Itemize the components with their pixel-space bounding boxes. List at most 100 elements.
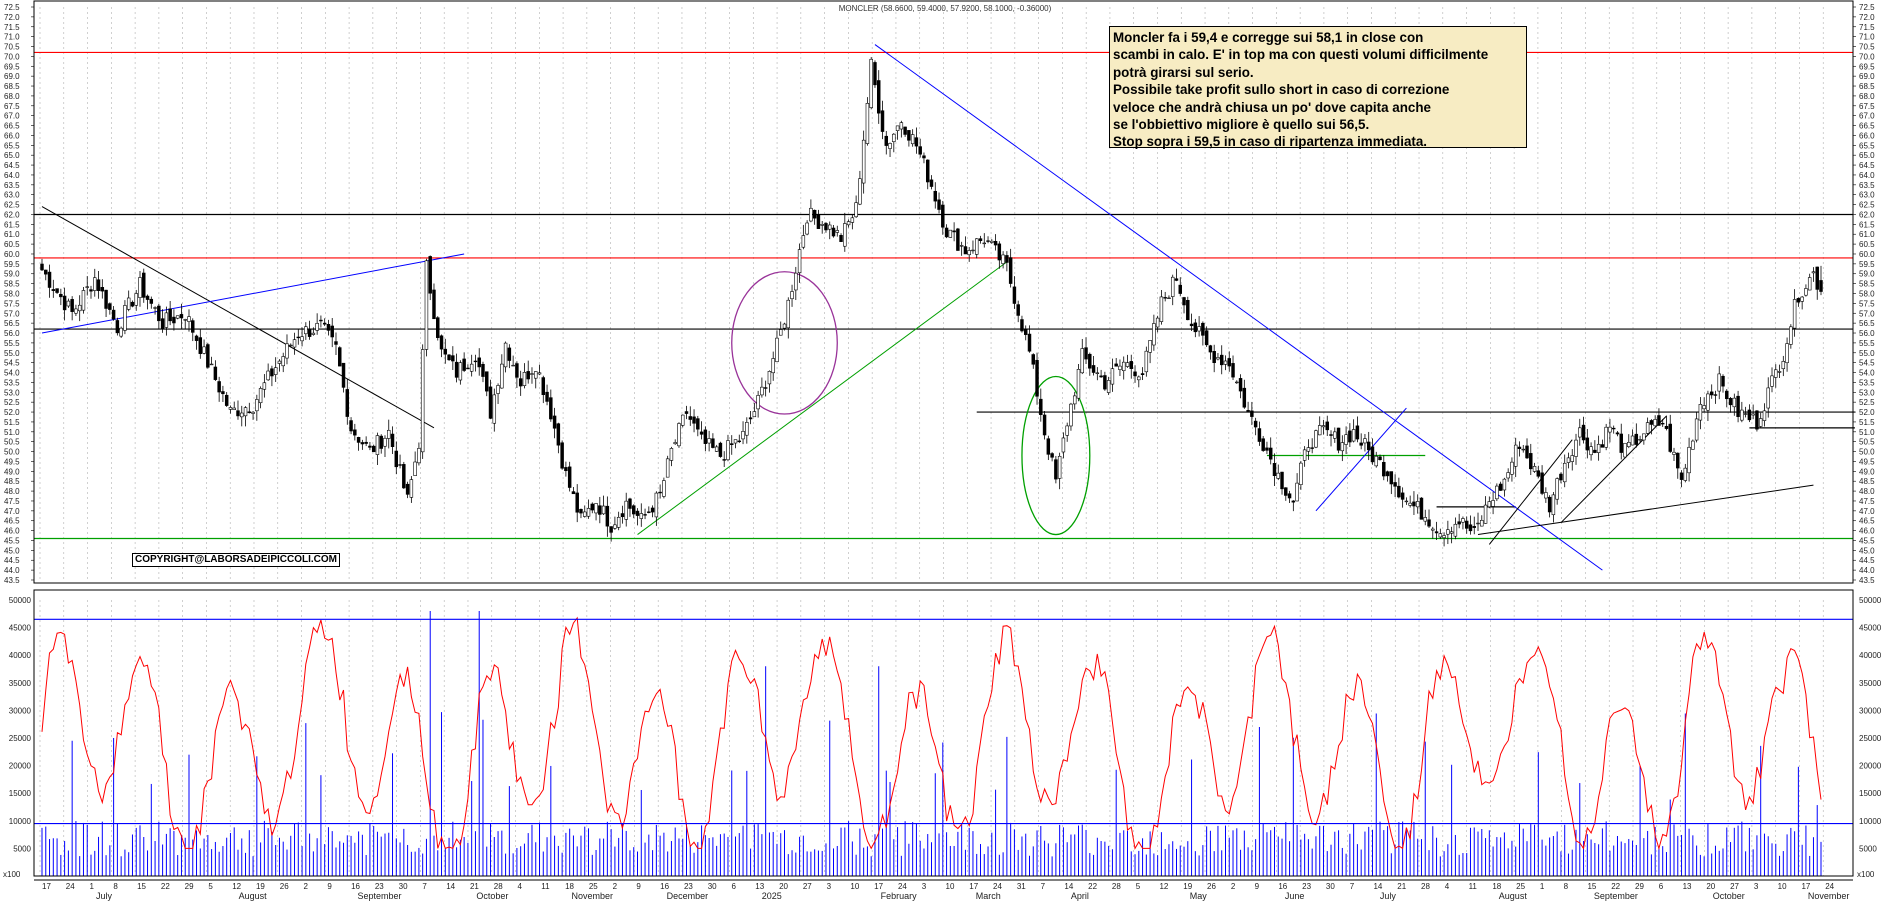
candle-body [1740,409,1744,421]
candle-body [665,458,670,478]
candle-body [1393,482,1397,487]
candle-body [1276,472,1280,479]
month-label: May [1190,891,1208,901]
candle-body [273,367,278,375]
date-tick-label: 2 [613,882,618,891]
candle-body [567,466,572,488]
candle-body [571,491,576,495]
candle-body [138,277,142,298]
candle-body [775,337,779,363]
candle-body [1091,365,1096,373]
candle-body [1065,425,1069,436]
candle-body [217,381,221,393]
candle-body [175,315,180,319]
candle-body [1657,415,1661,426]
date-tick-label: 7 [1041,882,1046,891]
candle-body [1333,431,1337,439]
candle-body [1415,501,1420,508]
candle-body [462,358,466,371]
candle-body [1314,430,1318,448]
candle-body [115,320,120,334]
candle-body [1159,296,1164,322]
candle-body [172,316,176,324]
date-tick-label: 24 [66,882,75,891]
date-tick-label: 3 [922,882,927,891]
candle-body [134,293,138,306]
price-tick-label: 47.0 [4,507,20,516]
candle-body [289,344,293,347]
candle-body [937,199,941,210]
date-tick-label: 13 [1683,882,1692,891]
candle-body [44,269,48,275]
candle-body [1668,423,1672,452]
price-tick-label: 69.0 [1859,72,1875,81]
price-tick-label: 70.0 [1859,52,1875,61]
candle-body [157,305,161,322]
price-tick-label: 64.5 [1859,161,1875,170]
candle-body [428,256,432,294]
candle-body [677,423,681,447]
candle-body [692,416,696,424]
candle-body [1284,487,1288,496]
volume-tick-label: 25000 [9,734,32,743]
candle-body [560,442,564,469]
candle-body [1540,472,1544,494]
price-tick-label: 56.5 [1859,319,1875,328]
candle-body [1664,425,1669,429]
candle-body [1792,299,1797,329]
candle-body [1287,493,1292,499]
candle-body [1382,461,1386,477]
candle-body [1389,471,1394,485]
price-tick-label: 49.0 [4,467,20,476]
candle-body [1653,419,1657,427]
candle-body [948,229,953,238]
candle-body [164,312,169,328]
date-tick-label: 6 [732,882,737,891]
candle-body [1035,359,1039,397]
candle-body [221,391,225,395]
candle-body [1562,462,1567,483]
volume-tick-label: 30000 [9,706,32,715]
candle-body [1615,432,1620,435]
candle-body [1106,380,1111,393]
date-tick-label: 19 [256,882,265,891]
date-tick-label: 28 [1112,882,1121,891]
candle-body [843,223,847,247]
price-tick-label: 70.5 [4,43,20,52]
candle-body [892,133,896,142]
month-label: November [572,891,614,901]
candle-body [1766,387,1770,409]
candle-body [1807,277,1812,291]
candle-body [1555,478,1559,500]
candle-body [831,227,836,237]
date-tick-label: 30 [1326,882,1335,891]
date-tick-label: 23 [684,882,693,891]
candle-body [281,356,285,367]
price-tick-label: 65.5 [1859,141,1875,150]
price-tick-label: 59.0 [1859,270,1875,279]
price-tick-label: 67.0 [4,112,20,121]
date-tick-label: 11 [541,882,550,891]
horizontal-levels [34,51,1855,540]
candle-body [1706,393,1710,411]
candle-body [1815,266,1819,290]
candle-body [1446,529,1450,535]
price-tick-label: 60.0 [4,250,20,259]
candle-body [1317,425,1322,436]
candle-body [1046,438,1051,455]
candle-body [1268,447,1273,460]
price-tick-label: 63.5 [4,181,20,190]
candle-body [669,448,674,461]
candle-body [1570,455,1574,462]
candle-body [828,224,832,230]
candle-body [733,439,738,444]
candle-body [307,329,312,337]
candle-body [311,332,316,335]
volume-tick-label: 20000 [9,762,32,771]
price-tick-label: 55.5 [1859,339,1875,348]
candle-body [285,343,289,359]
candle-body [443,348,448,355]
date-tick-label: 3 [827,882,832,891]
candle-body [1182,297,1186,306]
candle-body [420,349,425,453]
